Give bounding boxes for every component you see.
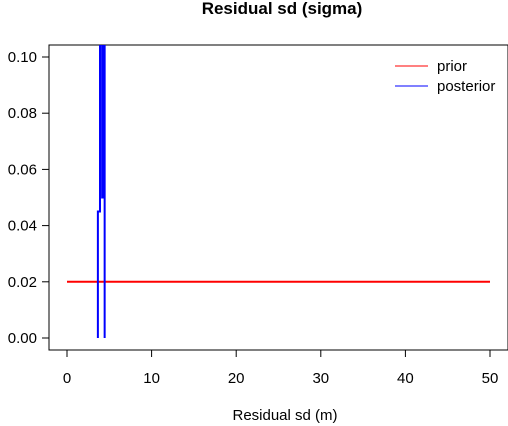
chart-title: Residual sd (sigma) <box>202 0 363 18</box>
y-tick-label: 0.02 <box>8 274 37 291</box>
x-tick-label: 20 <box>228 370 245 387</box>
y-tick-label: 0.10 <box>8 49 37 66</box>
y-tick-label: 0.06 <box>8 161 37 178</box>
y-tick-label: 0.04 <box>8 218 37 235</box>
series-line-posterior <box>96 45 106 338</box>
x-tick-label: 40 <box>397 370 414 387</box>
x-tick-label: 50 <box>482 370 499 387</box>
x-tick-label: 30 <box>312 370 329 387</box>
x-axis: 0 10 20 30 40 50 <box>63 349 499 387</box>
y-tick-label: 0.08 <box>8 105 37 122</box>
series-layer <box>67 45 490 338</box>
legend: prior posterior <box>395 58 495 95</box>
x-tick-label: 10 <box>143 370 160 387</box>
legend-label-prior: prior <box>437 58 467 75</box>
x-axis-label: Residual sd (m) <box>232 407 337 424</box>
y-axis: 0.00 0.02 0.04 0.06 0.08 0.10 <box>8 49 50 347</box>
legend-label-posterior: posterior <box>437 78 495 95</box>
y-tick-label: 0.00 <box>8 330 37 347</box>
x-tick-label: 0 <box>63 370 71 387</box>
